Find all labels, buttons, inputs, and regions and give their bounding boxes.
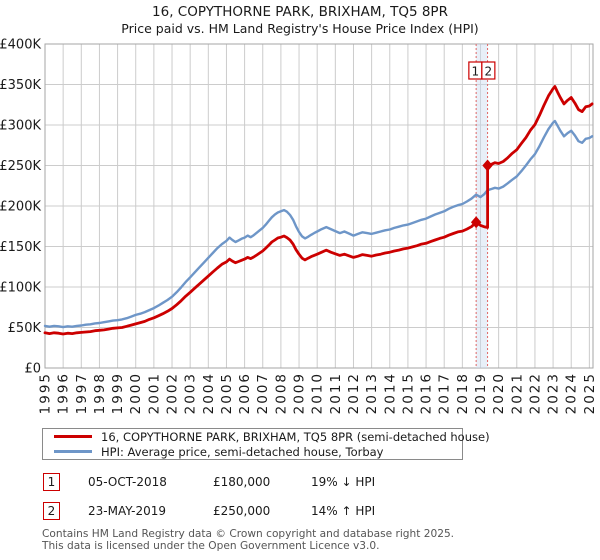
legend-label-hpi: HPI: Average price, semi-detached house,… bbox=[101, 444, 384, 459]
x-axis-tick-label: 1995 bbox=[38, 372, 54, 414]
property-line-swatch bbox=[54, 435, 92, 438]
y-axis-tick-label: £0 bbox=[24, 362, 41, 377]
plot-border bbox=[44, 43, 594, 369]
x-axis-tick-label: 2023 bbox=[546, 372, 562, 414]
x-axis-tick-label: 1996 bbox=[56, 372, 72, 414]
transaction-row: 2 23-MAY-2019 £250,000 14% ↑ HPI bbox=[43, 502, 583, 522]
transaction-number-badge: 1 bbox=[43, 473, 60, 491]
footer-line-1: Contains HM Land Registry data © Crown c… bbox=[42, 528, 455, 540]
x-axis-tick-label: 2005 bbox=[219, 372, 235, 414]
sale-marker-label: 1 bbox=[472, 65, 480, 79]
x-axis-tick-label: 1997 bbox=[74, 372, 90, 414]
transaction-row: 1 05-OCT-2018 £180,000 19% ↓ HPI bbox=[43, 473, 583, 493]
sale-period-band bbox=[476, 44, 488, 368]
x-axis-tick-label: 2004 bbox=[201, 372, 217, 414]
transaction-hpi-delta: 19% ↓ HPI bbox=[311, 475, 376, 489]
x-axis-tick-label: 1999 bbox=[110, 372, 126, 414]
legend-item-hpi: HPI: Average price, semi-detached house,… bbox=[43, 444, 462, 459]
x-axis-tick-label: 2011 bbox=[328, 372, 344, 414]
transaction-date: 05-OCT-2018 bbox=[88, 475, 167, 489]
x-axis-tick-label: 1998 bbox=[92, 372, 108, 414]
y-axis-tick-label: £400K bbox=[0, 38, 41, 53]
x-axis-tick-label: 2013 bbox=[364, 372, 380, 414]
sale-marker-diamond bbox=[470, 216, 482, 229]
x-axis-tick-label: 2007 bbox=[255, 372, 271, 414]
hpi-line-swatch bbox=[54, 450, 92, 453]
y-axis-tick-label: £250K bbox=[0, 159, 41, 174]
sale-marker-diamond bbox=[482, 159, 493, 172]
property-price-line bbox=[43, 85, 594, 336]
x-axis-tick-label: 2014 bbox=[382, 372, 398, 414]
transaction-date: 23-MAY-2019 bbox=[88, 504, 167, 518]
x-axis-tick-label: 2025 bbox=[582, 372, 598, 414]
x-axis-tick-label: 2006 bbox=[237, 372, 253, 414]
page-subtitle: Price paid vs. HM Land Registry's House … bbox=[121, 21, 479, 36]
x-axis-tick-label: 2017 bbox=[437, 372, 453, 414]
legend-label-property: 16, COPYTHORNE PARK, BRIXHAM, TQ5 8PR (s… bbox=[101, 429, 490, 444]
x-axis-tick-label: 2019 bbox=[473, 372, 489, 414]
x-axis-tick-label: 2021 bbox=[509, 372, 525, 414]
transaction-hpi-delta: 14% ↑ HPI bbox=[311, 504, 376, 518]
hpi-line bbox=[43, 119, 594, 329]
x-axis-tick-label: 2008 bbox=[273, 372, 289, 414]
legend-item-property: 16, COPYTHORNE PARK, BRIXHAM, TQ5 8PR (s… bbox=[43, 429, 490, 444]
y-axis-tick-label: £50K bbox=[8, 321, 42, 336]
price-history-chart: 1 2 £0 £50K £100K £150K £200K £250K £300K £350K £4… bbox=[0, 38, 598, 415]
x-axis-tick-label: 2002 bbox=[165, 372, 181, 414]
x-axis-tick-label: 2018 bbox=[455, 372, 471, 414]
x-axis-tick-label: 2001 bbox=[146, 372, 162, 414]
y-axis-tick-label: £300K bbox=[0, 119, 41, 134]
transaction-number-badge: 2 bbox=[43, 502, 60, 520]
x-axis-tick-label: 2016 bbox=[419, 372, 435, 414]
footer-line-2: This data is licensed under the Open Gov… bbox=[42, 539, 380, 552]
y-axis-tick-label: £150K bbox=[0, 240, 41, 255]
y-axis-tick-label: £200K bbox=[0, 200, 41, 215]
x-axis-tick-label: 2009 bbox=[292, 372, 308, 414]
x-axis-tick-label: 2024 bbox=[564, 372, 580, 414]
y-axis-tick-label: £100K bbox=[0, 281, 41, 296]
x-axis-tick-label: 2012 bbox=[346, 372, 362, 414]
y-axis-tick-label: £350K bbox=[0, 78, 41, 93]
page-title: 16, COPYTHORNE PARK, BRIXHAM, TQ5 8PR bbox=[152, 4, 448, 20]
transaction-price: £180,000 bbox=[213, 475, 271, 489]
license-footer: Contains HM Land Registry data © Crown c… bbox=[42, 528, 455, 552]
transaction-price: £250,000 bbox=[213, 504, 271, 518]
sale-marker-label-box bbox=[481, 61, 496, 80]
x-axis-tick-label: 2000 bbox=[128, 372, 144, 414]
chart-legend: 16, COPYTHORNE PARK, BRIXHAM, TQ5 8PR (s… bbox=[42, 428, 490, 460]
x-axis-tick-label: 2010 bbox=[310, 372, 326, 414]
x-axis-tick-label: 2015 bbox=[400, 372, 416, 414]
x-axis-tick-label: 2003 bbox=[183, 372, 199, 414]
x-axis-tick-label: 2022 bbox=[527, 372, 543, 414]
x-axis-tick-label: 2020 bbox=[491, 372, 507, 414]
sale-marker-label: 2 bbox=[485, 65, 493, 79]
